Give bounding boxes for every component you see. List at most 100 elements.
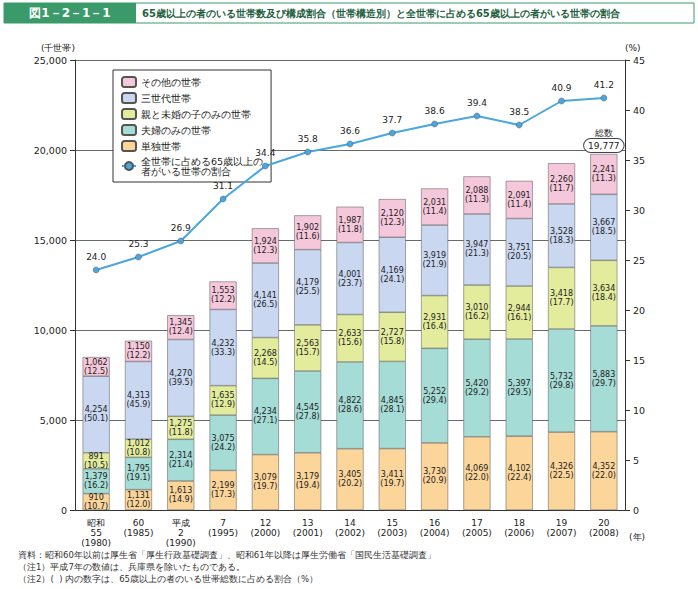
svg-text:(29.7): (29.7) xyxy=(592,379,616,388)
svg-text:(23.7): (23.7) xyxy=(338,279,362,288)
svg-text:(22.0): (22.0) xyxy=(465,473,489,482)
svg-text:5,883: 5,883 xyxy=(592,370,615,379)
svg-text:三世代世帯: 三世代世帯 xyxy=(141,93,191,104)
svg-text:4,001: 4,001 xyxy=(339,270,362,279)
svg-text:2,091: 2,091 xyxy=(508,191,531,200)
svg-text:2,031: 2,031 xyxy=(423,198,446,207)
svg-text:(21.4): (21.4) xyxy=(169,460,193,469)
svg-text:単独世帯: 単独世帯 xyxy=(141,141,181,152)
svg-text:総数: 総数 xyxy=(594,128,613,138)
svg-text:(11.3): (11.3) xyxy=(465,195,489,204)
svg-text:20,000: 20,000 xyxy=(34,145,67,156)
svg-text:4,254: 4,254 xyxy=(85,405,108,414)
svg-text:15: 15 xyxy=(633,355,645,366)
svg-text:1,924: 1,924 xyxy=(254,237,277,246)
svg-text:夫婦のみの世帯: 夫婦のみの世帯 xyxy=(141,125,211,136)
svg-text:(24.1): (24.1) xyxy=(380,275,404,284)
svg-text:(11.4): (11.4) xyxy=(423,207,447,216)
svg-text:3,405: 3,405 xyxy=(339,470,362,479)
svg-text:1,345: 1,345 xyxy=(169,318,192,327)
svg-text:4,845: 4,845 xyxy=(381,396,404,405)
svg-text:(11.6): (11.6) xyxy=(296,232,320,241)
svg-text:16: 16 xyxy=(429,518,441,528)
svg-text:4,169: 4,169 xyxy=(381,266,404,275)
svg-text:1,613: 1,613 xyxy=(169,486,192,495)
svg-text:38.6: 38.6 xyxy=(425,106,445,116)
svg-text:(29.5): (29.5) xyxy=(507,388,531,397)
svg-text:891: 891 xyxy=(89,452,104,461)
svg-text:4,069: 4,069 xyxy=(465,464,488,473)
svg-text:(2006): (2006) xyxy=(504,528,534,538)
svg-text:親と未婚の子のみの世帯: 親と未婚の子のみの世帯 xyxy=(141,109,251,120)
svg-text:(39.5): (39.5) xyxy=(169,378,193,387)
svg-text:(15.8): (15.8) xyxy=(380,337,404,346)
svg-text:(28.1): (28.1) xyxy=(380,405,404,414)
svg-text:(26.5): (26.5) xyxy=(253,300,277,309)
svg-text:(22.4): (22.4) xyxy=(507,473,531,482)
svg-text:(16.4): (16.4) xyxy=(423,322,447,331)
svg-text:その他の世帯: その他の世帯 xyxy=(141,77,201,88)
svg-text:17: 17 xyxy=(471,518,482,528)
svg-text:(22.5): (22.5) xyxy=(550,471,574,480)
svg-text:(2002): (2002) xyxy=(335,528,365,538)
svg-text:0: 0 xyxy=(633,505,639,516)
svg-text:(18.4): (18.4) xyxy=(592,293,616,302)
svg-text:(20.2): (20.2) xyxy=(338,479,362,488)
svg-text:2,120: 2,120 xyxy=(381,209,404,218)
svg-text:者がいる世帯の割合: 者がいる世帯の割合 xyxy=(141,166,231,177)
svg-text:19: 19 xyxy=(556,518,568,528)
svg-text:4,326: 4,326 xyxy=(550,462,573,471)
svg-text:910: 910 xyxy=(89,493,104,502)
svg-text:(12.4): (12.4) xyxy=(169,327,193,336)
svg-text:3,411: 3,411 xyxy=(381,470,404,479)
svg-text:25.3: 25.3 xyxy=(128,239,148,249)
svg-text:30: 30 xyxy=(633,205,645,216)
svg-text:2: 2 xyxy=(178,528,184,538)
svg-text:(33.3): (33.3) xyxy=(211,348,235,357)
svg-text:2,268: 2,268 xyxy=(254,349,277,358)
svg-text:4,141: 4,141 xyxy=(254,291,277,300)
svg-text:10,000: 10,000 xyxy=(34,325,67,336)
svg-text:2,563: 2,563 xyxy=(296,339,319,348)
svg-text:(12.3): (12.3) xyxy=(380,218,404,227)
svg-text:4,313: 4,313 xyxy=(127,391,150,400)
svg-text:(15.7): (15.7) xyxy=(296,348,320,357)
svg-text:(27.8): (27.8) xyxy=(296,412,320,421)
svg-text:45: 45 xyxy=(633,55,645,66)
svg-text:(19.7): (19.7) xyxy=(380,479,404,488)
svg-text:(千世帯): (千世帯) xyxy=(41,43,75,53)
svg-text:13: 13 xyxy=(302,518,313,528)
svg-text:(1995): (1995) xyxy=(208,528,238,538)
svg-text:5,397: 5,397 xyxy=(508,379,531,388)
svg-text:1,062: 1,062 xyxy=(85,358,108,367)
svg-text:(12.5): (12.5) xyxy=(84,367,108,376)
svg-text:4,352: 4,352 xyxy=(592,462,615,471)
svg-text:(50.1): (50.1) xyxy=(84,414,108,423)
svg-text:(19.4): (19.4) xyxy=(296,481,320,490)
svg-text:3,010: 3,010 xyxy=(465,303,488,312)
svg-text:2,931: 2,931 xyxy=(423,313,446,322)
svg-text:(27.1): (27.1) xyxy=(253,416,277,425)
svg-text:(1985): (1985) xyxy=(123,528,153,538)
svg-text:34.4: 34.4 xyxy=(255,148,275,158)
svg-text:(29.2): (29.2) xyxy=(465,388,489,397)
svg-text:(29.8): (29.8) xyxy=(550,381,574,390)
svg-text:(16.2): (16.2) xyxy=(84,481,108,490)
svg-text:2,241: 2,241 xyxy=(592,165,615,174)
svg-text:3,079: 3,079 xyxy=(254,473,277,482)
svg-text:3,179: 3,179 xyxy=(296,472,319,481)
svg-text:3,528: 3,528 xyxy=(550,227,573,236)
svg-text:(20.5): (20.5) xyxy=(507,252,531,261)
svg-text:15,000: 15,000 xyxy=(34,235,67,246)
svg-text:1,902: 1,902 xyxy=(296,223,319,232)
svg-text:(2004): (2004) xyxy=(420,528,450,538)
svg-text:55: 55 xyxy=(90,528,101,538)
svg-text:(11.3): (11.3) xyxy=(592,174,616,183)
svg-text:2,727: 2,727 xyxy=(381,328,404,337)
svg-text:(14.5): (14.5) xyxy=(253,358,277,367)
svg-text:(17.3): (17.3) xyxy=(211,490,235,499)
svg-text:20: 20 xyxy=(598,518,610,528)
svg-text:2,088: 2,088 xyxy=(465,186,488,195)
svg-text:2,633: 2,633 xyxy=(339,329,362,338)
svg-text:(2000): (2000) xyxy=(250,528,280,538)
